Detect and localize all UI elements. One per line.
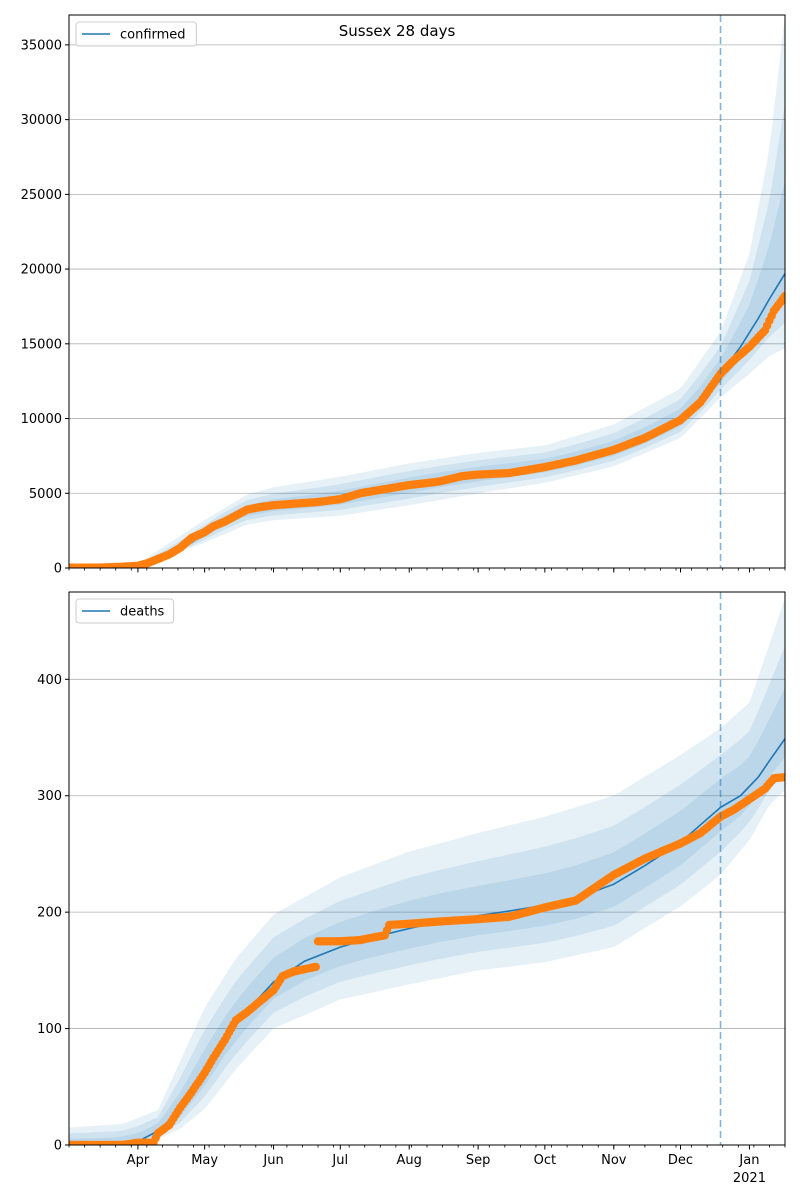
y-tick-label: 30000: [21, 113, 62, 128]
y-tick-label: 35000: [21, 38, 62, 53]
legend-label: confirmed: [120, 28, 186, 43]
y-tick-label: 25000: [21, 188, 62, 203]
observed-point: [311, 962, 320, 972]
x-tick-label: Oct: [534, 1153, 556, 1168]
y-tick-label: 0: [54, 562, 62, 577]
uncertainty-band: [69, 645, 785, 1145]
chart-panel-1: 0 5000 10000 15000 20000 25000 30000 35000 confi…: [21, 14, 786, 577]
y-tick-label: 10000: [21, 412, 62, 427]
uncertainty-band: [69, 688, 785, 1145]
uncertainty-band: [69, 15, 785, 568]
y-tick-label: 0: [54, 1139, 62, 1154]
observed-point: [780, 772, 785, 782]
legend-label: deaths: [120, 605, 165, 620]
y-tick-label: 100: [37, 1022, 62, 1037]
x-tick-label: May: [191, 1153, 218, 1168]
legend-box: [75, 598, 175, 624]
y-tick-label: 5000: [29, 487, 62, 502]
plot-area: [69, 597, 785, 1145]
y-tick-label: 20000: [21, 263, 62, 278]
x-tick-label: Apr: [127, 1153, 150, 1168]
y-tick-label: 15000: [21, 337, 62, 352]
x-tick-label: Nov: [601, 1153, 627, 1168]
x-tick-year-label: 2021: [733, 1171, 766, 1186]
uncertainty-band: [69, 180, 785, 568]
figure-title: Sussex 28 days: [339, 22, 456, 40]
y-tick-label: 400: [37, 673, 62, 688]
observed-point: [780, 291, 785, 301]
x-tick-label: Jul: [331, 1153, 348, 1168]
chart-panel-2: 0 100 200 300 400 Apr May Jun Jul Aug Sep Oct Nov Dec…: [37, 591, 786, 1186]
x-tick-label: Jun: [262, 1153, 283, 1168]
x-tick-label: Jan: [738, 1153, 759, 1168]
x-tick-label: Aug: [397, 1153, 422, 1168]
y-tick-label: 300: [37, 789, 62, 804]
x-tick-label: Dec: [668, 1153, 693, 1168]
legend-box: [75, 21, 197, 47]
x-tick-label: Sep: [466, 1153, 491, 1168]
plot-area: [69, 15, 785, 568]
y-tick-label: 200: [37, 906, 62, 921]
